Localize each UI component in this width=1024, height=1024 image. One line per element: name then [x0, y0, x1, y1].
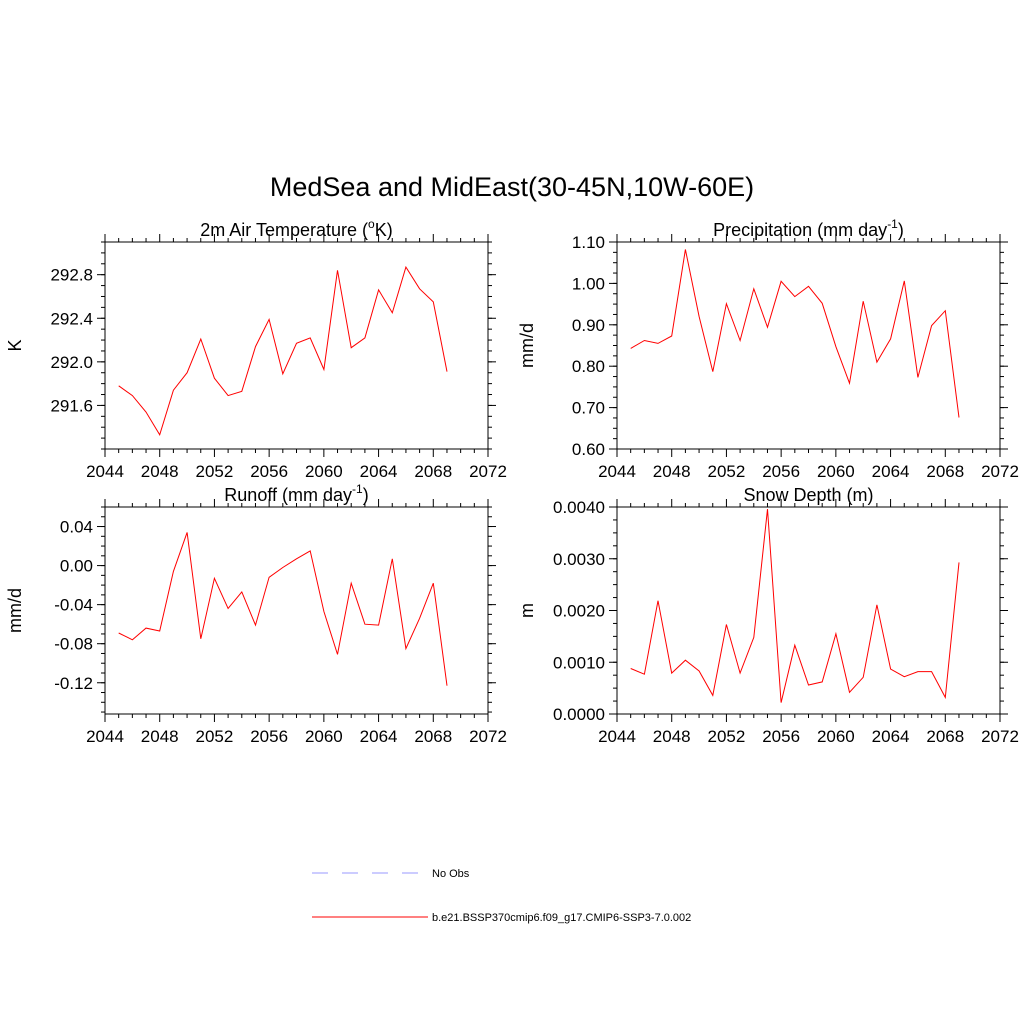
runoff-series-line: [118, 532, 448, 686]
runoff-title: Runoff (mm day-1): [224, 482, 368, 505]
runoff-ylabel: mm/d: [5, 588, 25, 633]
precipitation-xtick-label: 2068: [926, 462, 964, 481]
snow-depth-xtick-label: 2044: [598, 727, 636, 746]
precipitation-ytick-label: 0.70: [572, 399, 605, 418]
precipitation-plot-frame: [616, 241, 1001, 450]
precipitation-ytick-label: 0.60: [572, 440, 605, 459]
runoff-ytick-label: -0.08: [54, 635, 93, 654]
air-temperature-ytick-label: 292.0: [50, 353, 93, 372]
air-temperature-xtick-label: 2068: [414, 462, 452, 481]
runoff-ytick-label: -0.04: [54, 596, 93, 615]
runoff-plot-frame: [104, 506, 489, 715]
snow-depth-xtick-label: 2064: [872, 727, 910, 746]
panels: 2m Air Temperature (oK) K 2044 2048 2052 2056…: [5, 217, 1019, 746]
precipitation-xtick-label: 2072: [981, 462, 1019, 481]
air-temperature-ytick-label: 292.4: [50, 309, 93, 328]
precipitation-ytick-label: 0.80: [572, 357, 605, 376]
precipitation-ytick-label: 1.00: [572, 274, 605, 293]
runoff-xtick-label: 2072: [469, 727, 507, 746]
snow-depth-xtick-label: 2072: [981, 727, 1019, 746]
precipitation-xtick-label: 2056: [762, 462, 800, 481]
runoff-xtick-label: 2052: [196, 727, 234, 746]
runoff-panel: Runoff (mm day-1) mm/d 2044 2048 2052 2056 206…: [5, 482, 507, 746]
snow-depth-ytick-label: 0.0000: [553, 705, 605, 724]
runoff-xtick-label: 2044: [86, 727, 124, 746]
snow-depth-ylabel: m: [517, 603, 537, 618]
air-temperature-xtick-label: 2052: [196, 462, 234, 481]
air-temperature-panel: 2m Air Temperature (oK) K 2044 2048 2052 2056…: [5, 217, 507, 481]
air-temperature-ylabel: K: [5, 339, 25, 351]
snow-depth-xtick-label: 2060: [817, 727, 855, 746]
snow-depth-xtick-label: 2056: [762, 727, 800, 746]
snow-depth-xtick-label: 2052: [708, 727, 746, 746]
air-temperature-series-line: [118, 265, 448, 437]
air-temperature-plot-frame: [104, 241, 489, 450]
snow-depth-xtick-label: 2068: [926, 727, 964, 746]
snow-depth-title: Snow Depth (m): [743, 485, 873, 505]
legend-obs-label: No Obs: [432, 868, 470, 880]
precipitation-xtick-label: 2048: [653, 462, 691, 481]
precipitation-ytick-label: 1.10: [572, 233, 605, 252]
runoff-ytick-label: 0.00: [60, 557, 93, 576]
precipitation-xtick-label: 2044: [598, 462, 636, 481]
precipitation-panel: Precipitation (mm day-1) mm/d 2044 2048 2052…: [517, 217, 1019, 481]
runoff-xtick-label: 2056: [250, 727, 288, 746]
precipitation-ylabel: mm/d: [517, 323, 537, 368]
air-temperature-xtick-label: 2056: [250, 462, 288, 481]
figure-title: MedSea and MidEast(30-45N,10W-60E): [270, 172, 754, 202]
snow-depth-ytick-label: 0.0020: [553, 602, 605, 621]
air-temperature-ytick-label: 292.8: [50, 266, 93, 285]
precipitation-series-line: [630, 249, 960, 418]
runoff-xtick-label: 2068: [414, 727, 452, 746]
air-temperature-xtick-label: 2048: [141, 462, 179, 481]
air-temperature-xtick-label: 2064: [360, 462, 398, 481]
air-temperature-xtick-label: 2044: [86, 462, 124, 481]
runoff-ytick-label: 0.04: [60, 518, 93, 537]
runoff-ytick-label: -0.12: [54, 674, 93, 693]
runoff-xtick-label: 2064: [360, 727, 398, 746]
legend-model-label: b.e21.BSSP370cmip6.f09_g17.CMIP6-SSP3-7.…: [432, 912, 691, 924]
precipitation-title: Precipitation (mm day-1): [713, 217, 904, 240]
air-temperature-xtick-label: 2072: [469, 462, 507, 481]
snow-depth-xtick-label: 2048: [653, 727, 691, 746]
runoff-xtick-label: 2048: [141, 727, 179, 746]
air-temperature-title: 2m Air Temperature (oK): [200, 217, 392, 240]
snow-depth-plot-frame: [616, 506, 1001, 715]
air-temperature-xtick-label: 2060: [305, 462, 343, 481]
snow-depth-ytick-label: 0.0030: [553, 550, 605, 569]
precipitation-xtick-label: 2052: [708, 462, 746, 481]
snow-depth-ytick-label: 0.0040: [553, 498, 605, 517]
precipitation-xtick-label: 2064: [872, 462, 910, 481]
precipitation-xtick-label: 2060: [817, 462, 855, 481]
precipitation-ytick-label: 0.90: [572, 316, 605, 335]
snow-depth-panel: Snow Depth (m) m 2044 2048 2052 2056 2060 2064 2…: [517, 485, 1019, 746]
runoff-xtick-label: 2060: [305, 727, 343, 746]
air-temperature-ytick-label: 291.6: [50, 396, 93, 415]
snow-depth-series-line: [630, 509, 960, 703]
snow-depth-ytick-label: 0.0010: [553, 653, 605, 672]
legend: No Obs b.e21.BSSP370cmip6.f09_g17.CMIP6-…: [312, 868, 691, 924]
